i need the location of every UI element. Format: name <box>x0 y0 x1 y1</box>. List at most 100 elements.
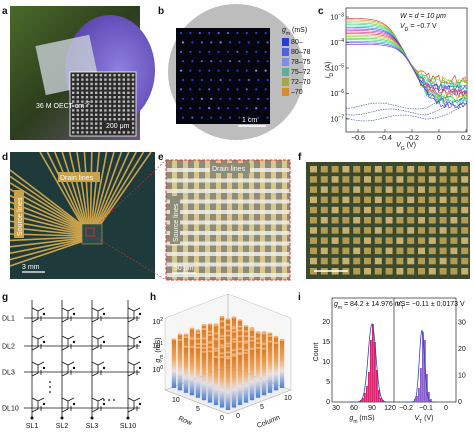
drain-line <box>94 151 123 226</box>
map-pixel <box>228 116 232 119</box>
inset-pixel <box>118 91 121 94</box>
inset-pixel <box>72 104 75 108</box>
inset-pixel <box>108 96 112 99</box>
bar-top <box>201 346 207 349</box>
x-tick-label: 60 <box>350 405 358 412</box>
bar-top <box>219 346 225 349</box>
inset-pixel <box>85 74 89 77</box>
histogram-bar <box>376 370 378 402</box>
map-pixel <box>228 97 232 100</box>
pixel <box>396 166 404 173</box>
pixel <box>407 166 415 173</box>
bar-top <box>255 331 261 334</box>
gate-current <box>345 96 467 116</box>
inset-pixel <box>90 109 93 112</box>
y2-tick-label: 30 <box>458 320 466 327</box>
text-part: 10 <box>331 91 339 98</box>
inset-pixel <box>72 91 75 94</box>
pixel <box>331 206 339 214</box>
drain-line <box>92 151 108 226</box>
pixel <box>374 257 382 265</box>
histogram-bar <box>424 340 426 402</box>
pixel <box>407 206 415 214</box>
pixel <box>310 257 317 265</box>
map-pixel <box>210 60 213 63</box>
column-bar <box>255 347 261 398</box>
drain-line-label: DL3 <box>2 370 15 377</box>
column-bar <box>279 339 285 388</box>
y-axis-label: Count <box>313 343 320 362</box>
inset-pixel <box>76 74 79 77</box>
inset-pixel <box>127 82 130 86</box>
bar-top <box>225 323 231 326</box>
map-pixel <box>257 116 260 119</box>
inset-pixel <box>85 104 89 108</box>
pixel <box>374 166 382 173</box>
inset-pixel <box>76 100 79 103</box>
inset-pixel <box>95 91 98 94</box>
zoom-box <box>85 227 95 237</box>
y-tick-label: 10−6 <box>331 89 345 98</box>
pixel <box>428 257 436 265</box>
map-pixel <box>198 31 201 35</box>
pixel <box>331 227 339 234</box>
inset-pixel <box>90 118 93 121</box>
map-pixel <box>226 107 230 110</box>
stat-label: VT = −0.11 ± 0.0173 V <box>396 301 465 311</box>
bar-top <box>201 328 207 331</box>
inset-pixel <box>85 113 89 116</box>
pixel <box>310 166 317 173</box>
label-bg <box>210 163 250 173</box>
bar-top <box>207 333 213 336</box>
pixel <box>418 217 425 224</box>
inset-pixel <box>72 126 75 130</box>
text-part: G <box>401 146 405 152</box>
inset-pixel <box>122 104 125 108</box>
map-pixel <box>191 78 194 82</box>
pixel <box>418 237 425 244</box>
pixel <box>364 186 371 193</box>
x-tick-label: −0.6 <box>351 135 365 142</box>
pixel <box>428 196 436 204</box>
map-pixel <box>266 97 269 100</box>
inset-pixel <box>108 118 112 121</box>
y-tick-label: 15 <box>322 339 330 346</box>
source-line-label: SL2 <box>56 423 69 430</box>
pixel <box>353 166 361 173</box>
inset-pixel <box>104 74 107 77</box>
text-part: = 84.2 ± 14.976 mS <box>342 301 406 308</box>
text-part: (V) <box>405 142 416 149</box>
inset-pixel <box>76 122 79 125</box>
y-tick-label: 5 <box>326 379 330 386</box>
inset-pixel <box>113 100 116 103</box>
y-tick-label: 10−3 <box>331 13 345 22</box>
map-pixel <box>245 50 248 53</box>
source-label: Source lines <box>173 203 180 242</box>
map-pixel <box>210 97 213 100</box>
bar-top <box>249 348 255 351</box>
bar-top <box>249 328 255 331</box>
pixel <box>310 268 317 275</box>
bar-top <box>267 332 273 335</box>
inset-pixel <box>104 109 107 112</box>
bar-top <box>219 315 225 318</box>
node <box>138 312 142 316</box>
pixel <box>374 227 382 234</box>
text-part: 10 <box>331 117 339 124</box>
pixel <box>310 227 317 234</box>
node <box>42 312 46 316</box>
inset-pixel <box>95 113 98 116</box>
map-pixel <box>228 41 232 44</box>
inset-pixel <box>118 96 121 99</box>
map-pixel <box>198 69 201 72</box>
drain-line-label: DL10 <box>2 406 19 413</box>
x-axis-label: gm (mS) <box>349 415 374 425</box>
pixel <box>364 247 371 255</box>
map-pixel <box>257 78 260 82</box>
pixel <box>310 176 317 183</box>
panel-label: g <box>2 292 8 303</box>
pixel <box>418 268 425 275</box>
node <box>72 340 76 344</box>
map-pixel <box>198 50 201 53</box>
map-pixel <box>208 31 211 35</box>
